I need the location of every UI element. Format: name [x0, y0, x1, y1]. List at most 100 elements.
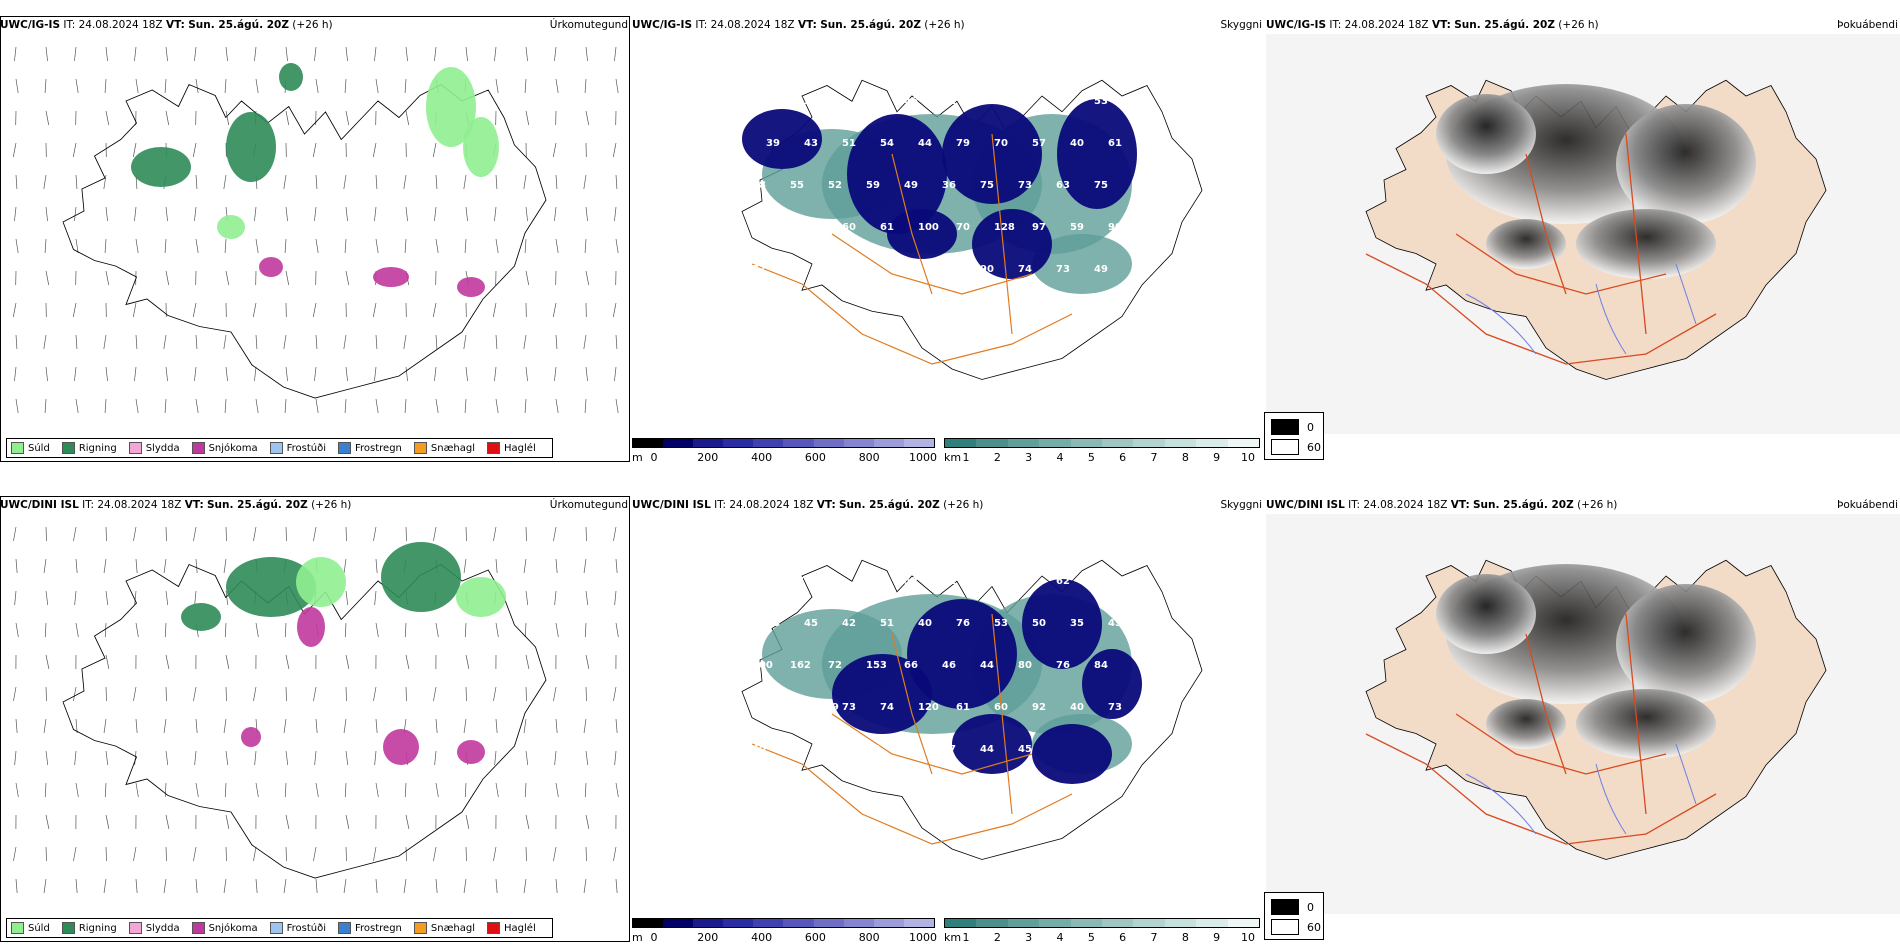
legend-label: Haglél [504, 442, 536, 454]
wind-barb [135, 718, 138, 734]
very-low-visibility-area [907, 599, 1017, 709]
visibility-value-label: 45 [866, 744, 880, 755]
colorbar-unit: km [944, 931, 962, 944]
wind-barb [284, 782, 287, 798]
forecast-offset: (+26 h) [292, 19, 333, 31]
wind-barb [165, 750, 169, 766]
wind-barb [524, 238, 527, 254]
colorbar-bar [944, 918, 1260, 928]
visibility-value-label: 47 [790, 576, 804, 587]
visibility-value-label: 90 [1108, 222, 1122, 233]
colorbar-segment [753, 439, 784, 447]
visibility-map[interactable]: 13 141 46 43 46 62 65 65 62 53 39 43 51 54 44 79 70 57 40 6… [632, 34, 1264, 434]
wind-barb [583, 174, 587, 190]
visibility-value-label: 59 [1070, 222, 1084, 233]
wind-barb [12, 302, 17, 318]
visibility-map[interactable]: 40 47 46 37 52 61 48 45 62 99 58 45 42 51 40 76 53 50 35 45… [632, 514, 1264, 914]
row2-precip-header: UWC/DINI ISL IT: 24.08.2024 18Z VT: Sun.… [0, 499, 628, 511]
colorbar-segment [1133, 439, 1165, 447]
legend-swatch [269, 922, 283, 934]
wind-barb [615, 718, 618, 734]
colorbar-tick-label: 8 [1181, 451, 1189, 464]
fog-index-map[interactable] [1266, 514, 1900, 914]
wind-barb [465, 206, 468, 222]
colorbar-segment [783, 919, 814, 927]
wind-barb [585, 590, 589, 606]
wind-barb [405, 110, 410, 126]
wind-barb [195, 718, 198, 734]
wind-barb [285, 654, 290, 670]
wind-barb [495, 238, 499, 254]
wind-barb [315, 878, 318, 894]
visibility-map-svg: 13 141 46 43 46 62 65 65 62 53 39 43 51 54 44 79 70 57 40 6… [741, 79, 1203, 380]
wind-barb [493, 686, 497, 702]
legend-label: Súld [28, 922, 50, 934]
wind-barb [253, 846, 257, 862]
wind-barb [284, 622, 287, 638]
wind-barb [15, 78, 19, 94]
wind-barb [314, 750, 317, 766]
wind-barb [344, 238, 347, 254]
visibility-value-label: 39 [766, 138, 780, 149]
fog-legend-swatch [1271, 439, 1299, 455]
wind-barb [585, 686, 587, 702]
wind-barb [165, 270, 170, 286]
wind-barb [133, 846, 137, 862]
colorbar-tick-label: 600 [804, 931, 826, 944]
wind-barb [525, 846, 527, 862]
wind-barb [105, 526, 107, 542]
wind-barb [44, 238, 47, 254]
wind-barb [553, 526, 557, 542]
wind-barb [435, 878, 438, 894]
wind-barb [164, 782, 167, 798]
wind-barb [224, 238, 227, 254]
wind-barb [253, 686, 257, 702]
wind-barb [495, 878, 498, 894]
visibility-value-label: 35 [1070, 618, 1084, 629]
colorbar-segment [903, 919, 934, 927]
very-low-visibility-area [972, 209, 1052, 279]
wind-barb [75, 174, 78, 190]
visibility-value-label: 70 [904, 264, 918, 275]
visibility-value-label: 70 [956, 222, 970, 233]
fog-legend-swatch [1271, 919, 1299, 935]
fog-index-map[interactable] [1266, 34, 1900, 434]
wind-barb [73, 526, 77, 542]
road-network [751, 613, 1073, 845]
wind-barb [225, 750, 229, 766]
wind-barb [194, 206, 197, 222]
colorbar-tick-label: 4 [1056, 931, 1064, 944]
wind-barb [372, 302, 377, 318]
rivers [1465, 263, 1697, 355]
wind-barb [283, 334, 287, 350]
colorbar-bar [944, 438, 1260, 448]
wind-barb [613, 846, 617, 862]
wind-barb [194, 46, 197, 62]
colorbar-segment [813, 439, 844, 447]
wind-barb [255, 782, 259, 798]
visibility-value-label: 49 [1094, 264, 1108, 275]
legend-swatch [191, 922, 205, 934]
wind-barb [43, 334, 47, 350]
colorbar-unit: m [632, 931, 643, 944]
fog-legend-item: 0 [1271, 899, 1314, 915]
wind-barb [553, 846, 557, 862]
visibility-value-label: 63 [1056, 180, 1070, 191]
wind-barb [43, 174, 47, 190]
wind-barb [433, 686, 437, 702]
precip-legend: Súld Rigning Slydda Snjókoma Frostúði Frostre… [6, 918, 553, 938]
precip-type-map[interactable] [0, 16, 630, 462]
precip-type-map[interactable] [0, 496, 630, 942]
wind-barb [105, 654, 110, 670]
wind-barb [525, 526, 527, 542]
wind-barb [224, 622, 227, 638]
wind-barb [343, 174, 347, 190]
legend-swatch [61, 922, 75, 934]
visibility-value-label: 52 [828, 180, 842, 191]
wind-barb [164, 622, 167, 638]
wind-barb [555, 718, 558, 734]
colorbar-segment [1196, 439, 1228, 447]
wind-barb [495, 398, 499, 414]
colorbar-segment [693, 439, 724, 447]
visibility-value-label: 55 [790, 180, 804, 191]
